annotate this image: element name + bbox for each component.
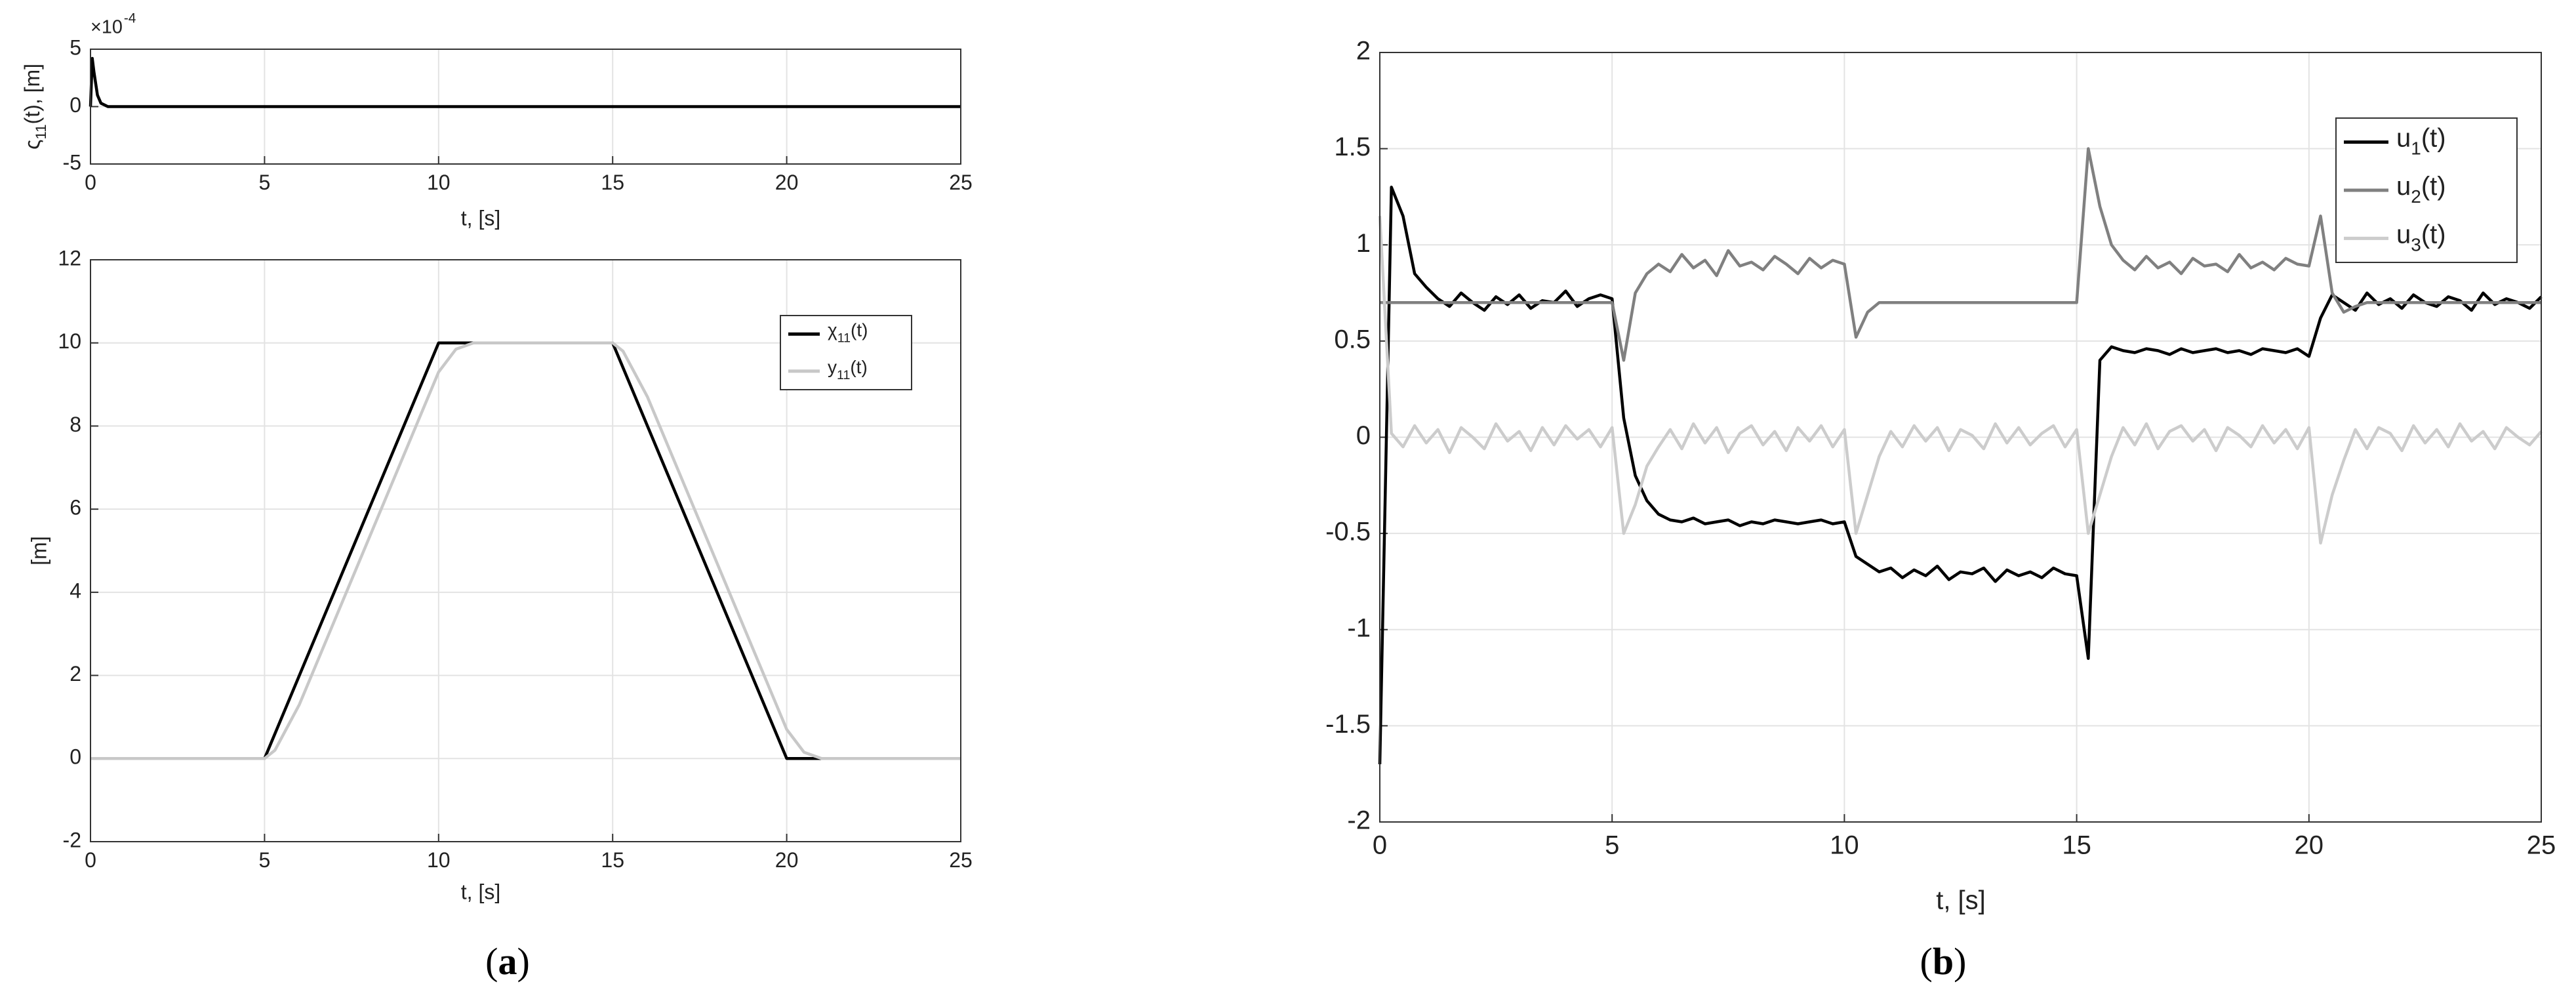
x-tick-label: 25 <box>2527 831 2556 860</box>
x-tick-label: 0 <box>85 171 96 194</box>
data-line <box>91 341 961 760</box>
y-tick-label: -0.5 <box>1325 518 1371 546</box>
x-tick-label: 0 <box>1373 831 1387 860</box>
x-tick-label: 25 <box>949 171 973 194</box>
data-line <box>89 56 961 108</box>
y-tick-label: 1.5 <box>1334 133 1371 161</box>
y-tick-label: 6 <box>70 496 81 520</box>
y-axis-label: [m] <box>27 536 50 565</box>
x-tick-label: 20 <box>2295 831 2324 860</box>
x-tick-label: 10 <box>427 171 451 194</box>
x-tick-label: 15 <box>2062 831 2091 860</box>
x-axis-label: t, [s] <box>1936 886 1986 915</box>
y-tick-label: 0 <box>70 93 81 117</box>
x-tick-label: 10 <box>427 848 451 872</box>
y-tick-label: 0 <box>1356 421 1371 450</box>
x-tick-label: 10 <box>1830 831 1859 860</box>
y-tick-label: 5 <box>70 35 81 59</box>
y-tick-label: 8 <box>70 413 81 436</box>
y-tick-label: -2 <box>1347 806 1371 835</box>
axes-box <box>1379 52 2542 823</box>
x-tick-label: 15 <box>601 848 624 872</box>
y-tick-label: 0 <box>70 745 81 769</box>
x-tick-label: 15 <box>601 171 624 194</box>
x-tick-label: 25 <box>949 848 973 872</box>
y-tick-label: 2 <box>70 662 81 686</box>
y-scale-base: ×10 <box>91 17 123 38</box>
y-tick-label: -1.5 <box>1325 710 1371 739</box>
data-line <box>1378 216 2543 545</box>
data-line <box>91 341 961 760</box>
x-tick-label: 20 <box>775 171 799 194</box>
axes-box <box>90 49 961 165</box>
y-tick-label: 0.5 <box>1334 325 1371 354</box>
x-axis-label: t, [s] <box>461 206 500 230</box>
data-line <box>1378 186 2543 765</box>
y-tick-label: 1 <box>1356 229 1371 258</box>
caption: (b) <box>1920 940 1967 983</box>
x-axis-label: t, [s] <box>461 880 500 903</box>
data-line <box>1380 147 2541 362</box>
y-tick-label: 2 <box>1356 37 1371 66</box>
y-tick-label: -1 <box>1347 613 1371 642</box>
legend-box <box>780 315 912 390</box>
y-tick-label: -2 <box>63 828 81 851</box>
x-tick-label: 5 <box>259 848 271 872</box>
legend-label: χ11(t) <box>828 320 868 346</box>
axes-box <box>90 259 961 842</box>
x-tick-label: 0 <box>85 848 96 872</box>
y-tick-label: 10 <box>58 329 81 353</box>
y-axis-label: ς11(t), [m] <box>20 64 49 150</box>
caption: (a) <box>485 940 530 983</box>
y-tick-label: 4 <box>70 579 81 602</box>
x-tick-label: 5 <box>259 171 271 194</box>
legend-label: u2(t) <box>2396 172 2446 207</box>
y-tick-label: -5 <box>63 150 81 174</box>
y-tick-label: 12 <box>58 246 81 270</box>
y-scale-power: -4 <box>124 11 136 26</box>
legend-label: u1(t) <box>2396 123 2446 158</box>
legend-label: u3(t) <box>2396 220 2446 255</box>
x-tick-label: 5 <box>1605 831 1619 860</box>
legend-label: y11(t) <box>828 357 868 382</box>
x-tick-label: 20 <box>775 848 799 872</box>
